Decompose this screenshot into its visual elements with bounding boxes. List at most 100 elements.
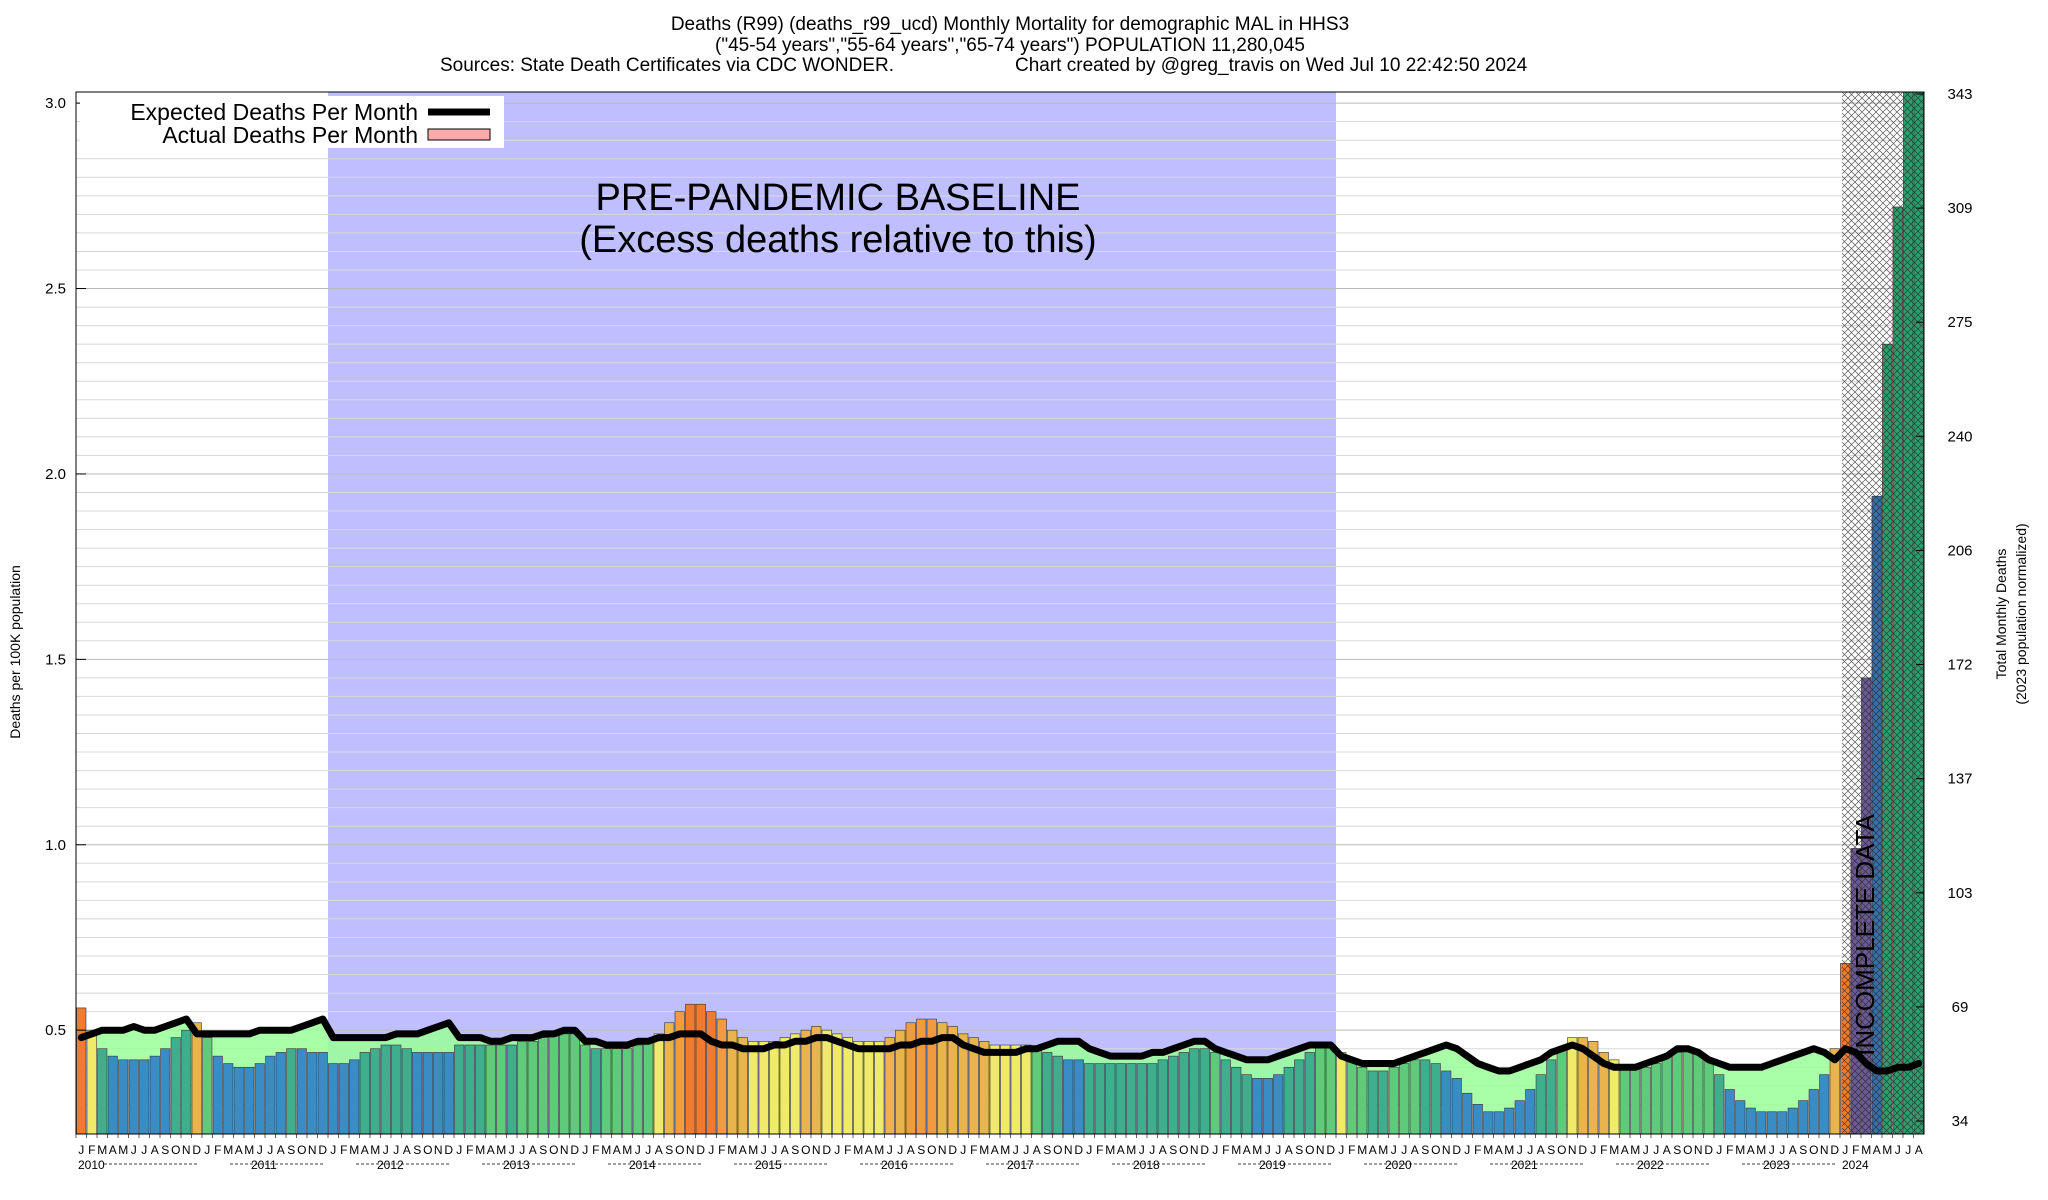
x-month-label: M	[370, 1143, 380, 1157]
x-month-label: M	[97, 1143, 107, 1157]
x-month-label: A	[1369, 1143, 1377, 1157]
x-month-label: M	[1504, 1143, 1514, 1157]
deficit-fill	[1798, 1052, 1809, 1101]
x-month-label: J	[257, 1143, 263, 1157]
deficit-fill	[1483, 1067, 1494, 1112]
bar	[1661, 1055, 1672, 1135]
x-month-label: J	[1769, 1143, 1775, 1157]
bar	[1787, 1107, 1798, 1135]
deficit-fill	[1283, 1052, 1294, 1068]
bar	[1682, 1048, 1693, 1135]
x-month-label: A	[487, 1143, 495, 1157]
x-month-label: J	[1149, 1143, 1155, 1157]
bar	[622, 1048, 633, 1135]
bar	[590, 1048, 601, 1135]
bar	[485, 1044, 496, 1135]
x-month-label: A	[1915, 1143, 1923, 1157]
bar	[548, 1033, 559, 1135]
bar	[769, 1040, 780, 1135]
x-month-label: A	[739, 1143, 747, 1157]
bar	[338, 1063, 349, 1135]
bar	[1294, 1059, 1305, 1135]
bar	[706, 1011, 717, 1135]
x-month-label: J	[834, 1143, 840, 1157]
x-month-label: O	[927, 1143, 936, 1157]
bar	[842, 1037, 853, 1135]
y-tick-label: 1.0	[45, 837, 66, 854]
x-year-label: 2017	[1007, 1158, 1034, 1172]
bar	[454, 1044, 465, 1135]
bar	[359, 1052, 370, 1135]
x-month-label: N	[686, 1143, 695, 1157]
x-month-label: A	[613, 1143, 621, 1157]
bar	[926, 1018, 937, 1135]
deficit-fill	[359, 1037, 370, 1053]
x-month-label: O	[297, 1143, 306, 1157]
x-month-label: J	[1013, 1143, 1019, 1157]
x-month-label: S	[665, 1143, 673, 1157]
bar	[1231, 1066, 1242, 1135]
title-block: Deaths (R99) (deaths_r99_ucd) Monthly Mo…	[440, 14, 1528, 76]
x-month-label: J	[1590, 1143, 1596, 1157]
x-month-label: M	[853, 1143, 863, 1157]
bar	[1084, 1063, 1095, 1135]
credit-text: Chart created by @greg_travis on Wed Jul…	[1015, 55, 1528, 76]
deficit-fill	[1724, 1067, 1735, 1090]
legend: Expected Deaths Per Month Actual Deaths …	[80, 96, 504, 148]
x-month-label: S	[1043, 1143, 1051, 1157]
x-month-label: N	[938, 1143, 947, 1157]
x-year-label: 2010	[78, 1158, 105, 1172]
deficit-fill	[1504, 1070, 1515, 1109]
bar	[1724, 1089, 1735, 1135]
bar	[1630, 1066, 1641, 1135]
bar	[1525, 1089, 1536, 1135]
deficit-fill	[265, 1030, 276, 1057]
bar	[1252, 1078, 1263, 1135]
deficit-fill	[1105, 1056, 1116, 1064]
x-month-label: J	[1517, 1143, 1523, 1157]
deficit-fill	[391, 1033, 402, 1046]
y2-tick-label: 206	[1947, 542, 1972, 559]
x-month-label: F	[466, 1143, 473, 1157]
bar	[874, 1040, 885, 1135]
deficit-fill	[1084, 1048, 1095, 1064]
bar	[223, 1063, 234, 1135]
x-month-label: F	[1600, 1143, 1607, 1157]
bar	[170, 1037, 181, 1135]
deficit-fill	[1378, 1063, 1389, 1071]
deficit-fill	[1262, 1059, 1273, 1079]
x-month-label: F	[1096, 1143, 1103, 1157]
x-month-label: D	[570, 1143, 579, 1157]
x-month-label: F	[214, 1143, 221, 1157]
bar	[1388, 1066, 1399, 1135]
x-month-label: M	[748, 1143, 758, 1157]
bar	[307, 1052, 318, 1135]
bar	[569, 1033, 580, 1135]
x-month-label: M	[1231, 1143, 1241, 1157]
bar	[821, 1029, 832, 1135]
bar	[1451, 1078, 1462, 1135]
x-month-label: J	[897, 1143, 903, 1157]
x-month-label: D	[822, 1143, 831, 1157]
deficit-fill	[1157, 1052, 1168, 1060]
x-month-label: M	[979, 1143, 989, 1157]
deficit-fill	[160, 1026, 171, 1049]
bar	[1283, 1066, 1294, 1135]
x-month-label: D	[1326, 1143, 1335, 1157]
bar	[853, 1040, 864, 1135]
x-month-label: M	[496, 1143, 506, 1157]
x-month-label: D	[948, 1143, 957, 1157]
bar	[1367, 1070, 1378, 1135]
bar	[1315, 1044, 1326, 1135]
bar	[212, 1055, 223, 1135]
x-month-label: D	[444, 1143, 453, 1157]
bar	[1052, 1055, 1063, 1135]
deficit-fill	[128, 1026, 139, 1060]
x-year-label: 2023	[1763, 1158, 1790, 1172]
bar	[580, 1044, 591, 1135]
x-month-label: A	[781, 1143, 789, 1157]
incomplete-region	[1842, 92, 1924, 1134]
bar	[1031, 1048, 1042, 1135]
x-month-label: N	[560, 1143, 569, 1157]
bar	[1651, 1063, 1662, 1135]
